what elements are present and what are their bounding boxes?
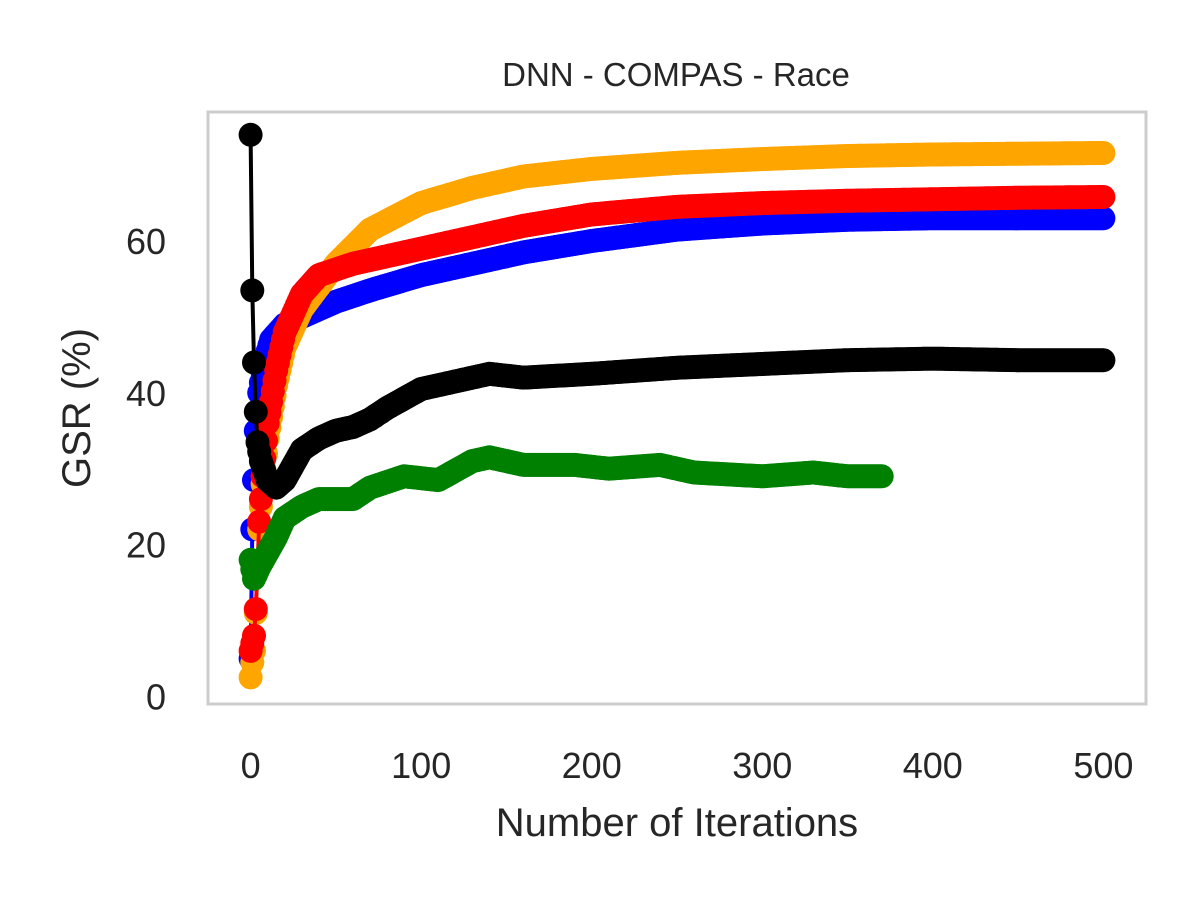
y-tick-label: 0 (146, 676, 166, 717)
series-3 (238, 445, 894, 591)
series-4-point (1091, 348, 1116, 373)
plot-frame (206, 110, 1148, 706)
series-0-point (1091, 206, 1116, 231)
series-4-point (242, 350, 266, 375)
series-4 (238, 122, 1116, 500)
series-2-point (242, 623, 266, 648)
x-tick-label: 0 (241, 745, 261, 786)
series-1-point (1091, 141, 1116, 165)
series-2-point (247, 509, 272, 534)
x-tick-label: 200 (562, 745, 622, 786)
series-2-point (1091, 185, 1116, 209)
series-4-point (243, 399, 268, 424)
series-2-point (243, 597, 268, 622)
series-4-point (238, 122, 263, 147)
x-tick-labels: 0 100 200 300 400 500 (241, 745, 1134, 786)
x-tick-label: 500 (1073, 745, 1133, 786)
series-2 (238, 185, 1116, 663)
x-axis-label: Number of Iterations (496, 801, 858, 845)
y-tick-labels: 0 20 40 60 (126, 221, 166, 717)
series-3-point (869, 464, 894, 489)
series-layer (238, 122, 1116, 690)
x-tick-label: 300 (732, 745, 792, 786)
y-tick-label: 20 (126, 525, 166, 566)
y-tick-label: 60 (126, 221, 166, 262)
y-axis-label: GSR (%) (55, 328, 99, 488)
x-tick-label: 100 (391, 745, 451, 786)
x-tick-label: 400 (903, 745, 963, 786)
series-4-point (240, 278, 265, 303)
y-tick-label: 40 (126, 373, 166, 414)
chart-title: DNN - COMPAS - Race (502, 56, 850, 93)
